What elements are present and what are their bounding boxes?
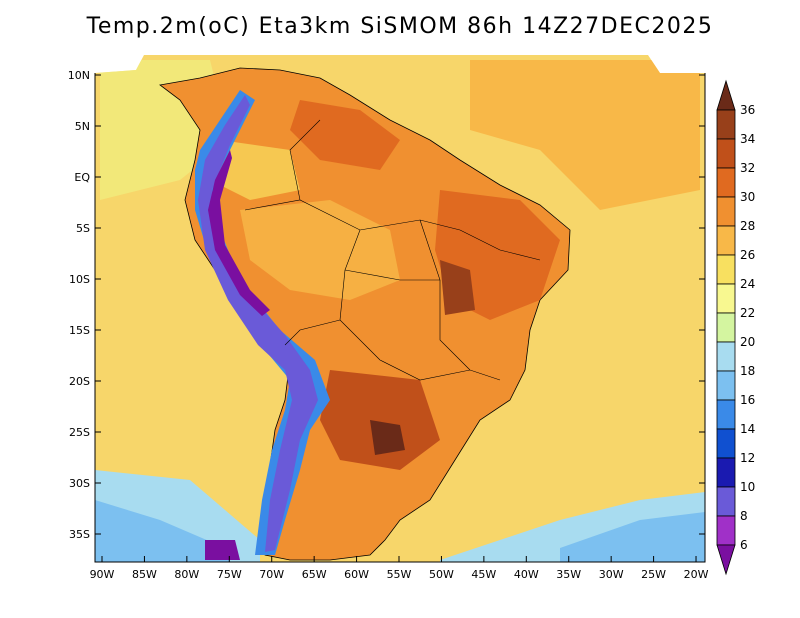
lat-label: 35S <box>69 528 90 541</box>
lon-label: 55W <box>387 568 412 581</box>
colorbar-label: 28 <box>740 219 755 233</box>
colorbar-segment <box>716 167 736 198</box>
colorbar-legend: 6 8 10 12 14 16 18 20 22 24 26 28 30 32 34 36 <box>716 79 755 576</box>
lon-label: 80W <box>174 568 199 581</box>
colorbar-label: 24 <box>740 277 755 291</box>
lon-label: 70W <box>259 568 284 581</box>
colorbar-segment <box>716 283 736 314</box>
colorbar-segment <box>716 399 736 430</box>
map-frame <box>94 73 706 563</box>
ocean-cold-south-east <box>560 512 705 562</box>
lon-label: 90W <box>90 568 115 581</box>
lon-label: 30W <box>599 568 624 581</box>
hot-region-south <box>320 370 440 470</box>
lon-label: 40W <box>514 568 539 581</box>
colorbar-segment <box>716 341 736 372</box>
lon-label: 45W <box>471 568 496 581</box>
colorbar-top-arrow <box>716 79 736 111</box>
map-title: Temp.2m(oC) Eta3km SiSMOM 86h 14Z27DEC20… <box>86 14 714 39</box>
lat-label: 30S <box>69 477 90 490</box>
andes-cold-band <box>198 95 318 552</box>
lon-label: 25W <box>641 568 666 581</box>
lon-label: 20W <box>684 568 709 581</box>
colorbar-segment <box>716 138 736 169</box>
amazon-basin-north <box>210 140 300 200</box>
colorbar-label: 26 <box>740 248 755 262</box>
lat-label: EQ <box>74 171 90 184</box>
colorbar-label: 14 <box>740 422 755 436</box>
hottest-region-chaco <box>370 420 405 455</box>
colorbar-segment <box>716 486 736 517</box>
hot-region-central <box>440 260 475 315</box>
colorbar-label: 16 <box>740 393 755 407</box>
colorbar-bottom-arrow <box>716 544 736 576</box>
colorbar-label: 12 <box>740 451 755 465</box>
colorbar-label: 6 <box>740 538 748 552</box>
lon-label: 85W <box>132 568 157 581</box>
country-borders <box>244 119 541 381</box>
lon-label: 50W <box>429 568 454 581</box>
lat-label: 10N <box>68 69 90 82</box>
lat-label: 25S <box>69 426 90 439</box>
ocean-cold-south <box>95 500 230 562</box>
colorbar-segment <box>716 254 736 285</box>
lat-label: 15S <box>69 324 90 337</box>
colorbar-segment <box>716 196 736 227</box>
colorbar-label: 18 <box>740 364 755 378</box>
lon-label: 35W <box>556 568 581 581</box>
lat-label: 20S <box>69 375 90 388</box>
lon-label: 60W <box>344 568 369 581</box>
longitude-axis: 90W 85W 80W 75W 70W 65W 60W 55W 50W 45W 40W 35W 30W 2… <box>90 556 709 581</box>
lon-label: 75W <box>217 568 242 581</box>
lat-label: 5N <box>75 120 90 133</box>
colorbar-label: 34 <box>740 132 755 146</box>
colorbar-segment <box>716 515 736 546</box>
colorbar-segment <box>716 457 736 488</box>
ocean-warm-region <box>470 60 700 210</box>
colorbar-segment <box>716 225 736 256</box>
colorbar-segment <box>716 370 736 401</box>
colorbar-segment <box>716 109 736 140</box>
andes-coldest-band <box>208 150 270 316</box>
lon-label: 65W <box>302 568 327 581</box>
colorbar-label: 32 <box>740 161 755 175</box>
hot-region-guiana <box>290 100 400 170</box>
colorbar-label: 30 <box>740 190 755 204</box>
amazon-basin <box>240 200 400 300</box>
colorbar-label: 36 <box>740 103 755 117</box>
colorbar-segment <box>716 428 736 459</box>
lat-label: 10S <box>69 273 90 286</box>
colorbar-label: 22 <box>740 306 755 320</box>
colorbar-segment <box>716 312 736 343</box>
colorbar-label: 8 <box>740 509 748 523</box>
colorbar-label: 10 <box>740 480 755 494</box>
andes-cold-south <box>205 540 240 560</box>
latitude-axis: 10N 5N EQ 5S 10S 15S 20S 25S 30S 35S <box>68 69 705 541</box>
colorbar-label: 20 <box>740 335 755 349</box>
lat-label: 5S <box>76 222 90 235</box>
